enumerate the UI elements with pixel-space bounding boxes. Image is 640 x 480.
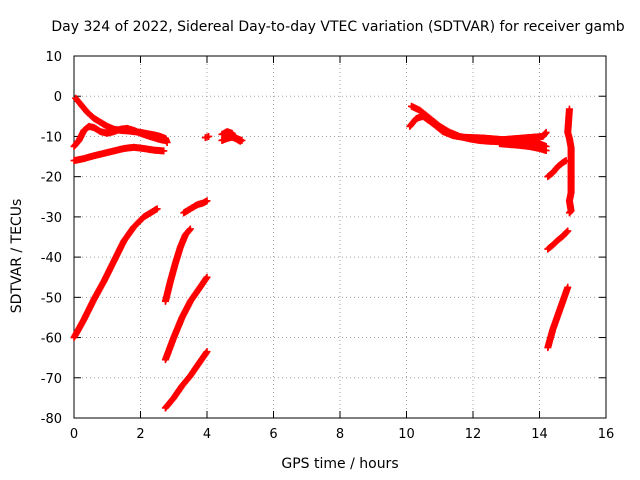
y-tick-label: -10 — [41, 130, 62, 145]
series-arc-9 — [161, 348, 211, 412]
data-point — [205, 132, 213, 140]
data-point — [203, 348, 211, 356]
series-arc-17 — [544, 227, 572, 253]
series-arc-5 — [161, 134, 171, 146]
data-series — [70, 94, 575, 412]
data-point — [160, 147, 168, 155]
data-point — [564, 227, 572, 235]
data-point — [564, 283, 572, 291]
y-tick-label: -50 — [41, 291, 62, 306]
data-marker — [566, 208, 574, 216]
data-marker — [186, 226, 194, 234]
data-point — [542, 147, 550, 155]
series-arc-14 — [406, 112, 550, 144]
data-point — [203, 273, 211, 281]
x-axis: 0 2 4 6 8 10 12 14 16 — [70, 56, 614, 442]
series-arc-16 — [544, 157, 570, 181]
y-tick-label: -40 — [41, 251, 62, 266]
data-point — [565, 209, 573, 217]
data-point — [153, 205, 161, 213]
y-tick-label: -20 — [41, 171, 62, 186]
data-point — [163, 138, 171, 146]
series-arc-3 — [70, 143, 168, 165]
x-tick-label: 14 — [531, 427, 548, 442]
data-point — [542, 128, 550, 136]
x-tick-label: 8 — [336, 427, 344, 442]
x-tick-label: 12 — [465, 427, 482, 442]
series-arc-7 — [180, 197, 211, 217]
data-marker — [541, 129, 549, 137]
series-arc-18 — [544, 283, 572, 352]
y-tick-label: 10 — [45, 50, 62, 65]
series-arc-8 — [161, 273, 211, 364]
data-point — [238, 136, 246, 144]
series-arc-19 — [564, 105, 575, 217]
y-tick-label: -70 — [41, 372, 62, 387]
chart-title: Day 324 of 2022, Sidereal Day-to-day VTE… — [51, 19, 625, 35]
grid-lines — [74, 56, 606, 418]
x-axis-label: GPS time / hours — [281, 456, 399, 472]
y-tick-label: -80 — [41, 412, 62, 427]
x-tick-label: 4 — [203, 427, 211, 442]
x-tick-label: 6 — [269, 427, 277, 442]
series-arc-15 — [496, 140, 550, 155]
data-point — [186, 225, 194, 233]
series-arc-12 — [218, 133, 246, 144]
data-marker — [563, 228, 571, 236]
series-arc-10 — [201, 132, 213, 142]
series-arc-4 — [70, 205, 161, 342]
x-tick-label: 10 — [398, 427, 415, 442]
y-tick-label: -60 — [41, 332, 62, 347]
x-tick-label: 16 — [598, 427, 615, 442]
series-arc-6 — [161, 225, 194, 305]
y-tick-label: -30 — [41, 211, 62, 226]
y-axis-label: SDTVAR / TECUs — [9, 198, 25, 314]
y-axis: 10 0 -10 -20 -30 -40 -50 -60 -70 -80 — [41, 50, 606, 427]
y-tick-label: 0 — [54, 90, 62, 105]
x-tick-label: 2 — [136, 427, 144, 442]
x-tick-label: 0 — [70, 427, 78, 442]
data-point — [203, 197, 211, 205]
